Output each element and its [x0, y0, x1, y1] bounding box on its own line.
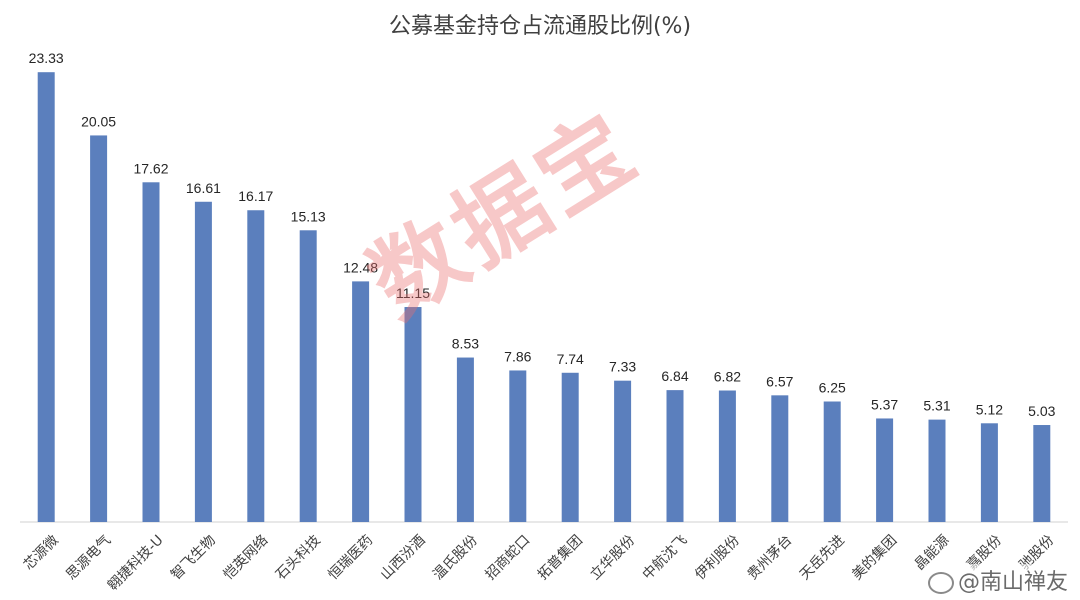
x-tick-label: 恒瑞医药 [325, 532, 376, 583]
x-tick-label: 山西汾酒 [378, 532, 429, 583]
data-label: 5.31 [923, 398, 950, 414]
x-tick-label: 思源电气 [63, 532, 114, 583]
data-label: 6.84 [661, 368, 688, 384]
x-tick-label: 恺英网络 [220, 532, 272, 584]
x-tick-label: 贵州茅台 [745, 532, 796, 583]
data-label: 6.57 [766, 373, 793, 389]
data-label: 16.61 [186, 180, 221, 196]
data-label: 20.05 [81, 113, 116, 129]
x-tick-label: 中航沈飞 [640, 532, 691, 583]
x-tick-label: 芯源微 [21, 532, 62, 573]
data-label: 5.37 [871, 396, 898, 412]
bar [823, 401, 841, 522]
data-label: 7.86 [504, 348, 531, 364]
bar [142, 182, 160, 522]
data-label: 8.53 [452, 336, 479, 352]
bar [771, 395, 789, 522]
credit: @南山禅友 [923, 564, 1072, 596]
bar [37, 72, 55, 522]
data-label: 5.03 [1028, 403, 1055, 419]
chart-title: 公募基金持仓占流通股比例(%) [388, 14, 692, 39]
bar [666, 390, 684, 522]
x-tick-label: 智飞生物 [168, 532, 219, 583]
bar [352, 281, 370, 522]
bar [90, 135, 108, 522]
data-label: 17.62 [133, 160, 168, 176]
data-label: 23.33 [29, 50, 64, 66]
data-label: 7.33 [609, 359, 636, 375]
weibo-icon [927, 572, 954, 594]
bar [614, 380, 632, 522]
bar [299, 230, 317, 523]
data-label: 11.15 [396, 285, 430, 301]
bar [561, 372, 579, 522]
x-tick-label: 立华股份 [587, 532, 638, 583]
bar [876, 418, 894, 522]
x-tick-label: 温氏股份 [430, 532, 481, 583]
x-tick-label: 拓普集团 [534, 532, 586, 584]
bar [509, 370, 527, 522]
bar [247, 210, 265, 522]
data-label: 6.25 [819, 380, 846, 396]
bar [194, 201, 212, 522]
bar [1033, 425, 1051, 522]
data-label: 15.13 [291, 208, 326, 224]
bar [456, 357, 474, 522]
bar [404, 307, 422, 522]
bar [718, 390, 736, 522]
x-tick-label: 招商蛇口 [483, 532, 534, 583]
data-label: 7.74 [557, 351, 584, 367]
x-tick-label: 翱捷科技-U [105, 532, 167, 594]
x-tick-label: 天岳先进 [797, 532, 848, 583]
data-label: 6.82 [714, 369, 741, 385]
bar [980, 423, 998, 522]
x-tick-label: 石头科技 [273, 532, 324, 583]
credit-text: @南山禅友 [957, 570, 1068, 595]
data-label: 5.12 [976, 401, 1003, 417]
x-tick-label: 美的集团 [849, 532, 901, 584]
data-label: 16.17 [238, 188, 273, 204]
x-tick-label: 伊利股份 [692, 532, 743, 583]
bar [928, 419, 946, 522]
data-label: 12.48 [343, 259, 378, 275]
